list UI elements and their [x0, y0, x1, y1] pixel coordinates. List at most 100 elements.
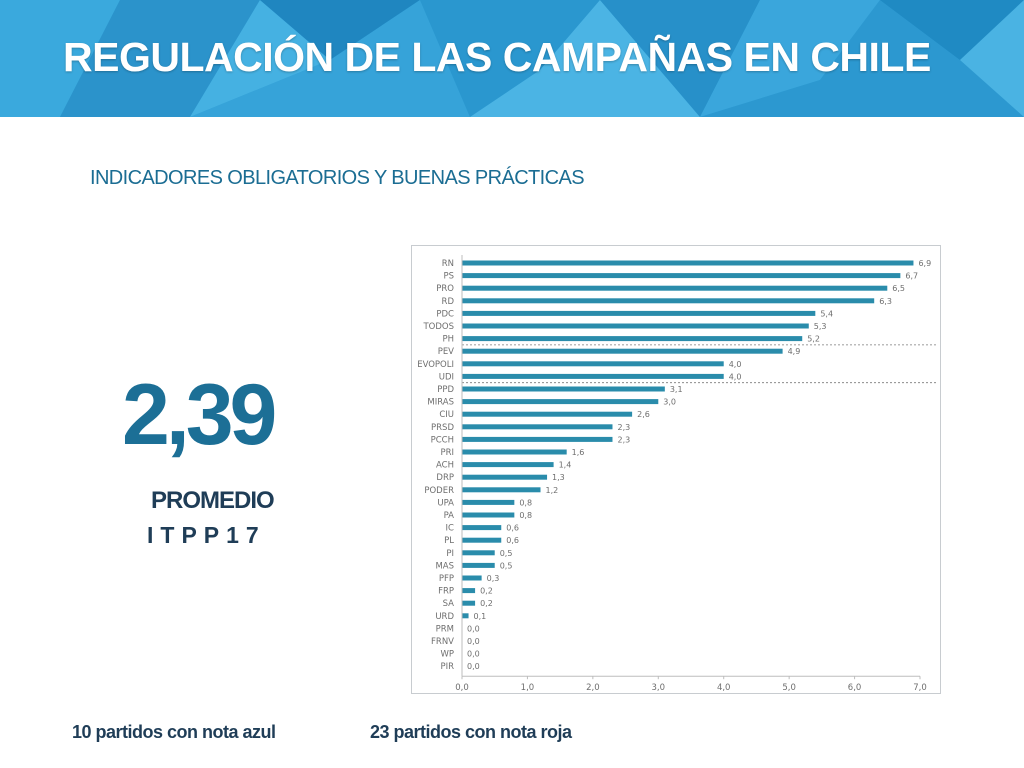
bar-todos	[462, 323, 809, 329]
category-label-pro: PRO	[436, 284, 454, 294]
bar-sa	[462, 600, 476, 606]
bar-ps	[462, 273, 901, 279]
value-label-pdc: 5,4	[820, 309, 833, 318]
value-label-todos: 5,3	[814, 322, 827, 331]
value-label-rd: 6,3	[879, 297, 892, 306]
value-label-ph: 5,2	[807, 335, 820, 344]
footnote-blue-parties: 10 partidos con nota azul	[72, 722, 276, 742]
category-label-drp: DRP	[436, 473, 454, 483]
bar-rn	[462, 260, 914, 266]
footnote-red-parties: 23 partidos con nota roja	[370, 722, 572, 742]
x-tick-label-6: 6,0	[848, 683, 862, 693]
category-label-pa: PA	[444, 511, 455, 521]
value-label-miras: 3,0	[663, 398, 676, 407]
value-label-udi: 4,0	[729, 372, 742, 381]
value-label-prm: 0,0	[467, 624, 480, 633]
value-label-frp: 0,2	[480, 587, 493, 596]
bar-pro	[462, 285, 888, 291]
bar-pfp	[462, 575, 482, 581]
bar-evopoli	[462, 361, 724, 367]
value-label-ppd: 3,1	[670, 385, 683, 394]
category-label-evopoli: EVOPOLI	[417, 360, 454, 370]
index-label: ITPP17	[147, 522, 266, 548]
category-label-pi: PI	[446, 549, 454, 559]
category-label-ppd: PPD	[437, 385, 454, 395]
category-label-pl: PL	[444, 536, 454, 546]
category-label-ic: IC	[446, 524, 455, 534]
category-label-rd: RD	[442, 297, 455, 307]
value-label-ciu: 2,6	[637, 410, 650, 419]
bar-ach	[462, 462, 554, 468]
category-label-ach: ACH	[436, 461, 454, 471]
bar-ppd	[462, 386, 665, 392]
value-label-mas: 0,5	[500, 561, 513, 570]
x-tick-label-5: 5,0	[782, 683, 796, 693]
value-label-urd: 0,1	[474, 612, 487, 621]
category-label-prsd: PRSD	[431, 423, 454, 433]
value-label-pcch: 2,3	[617, 435, 630, 444]
bar-ciu	[462, 411, 633, 417]
bar-pcch	[462, 436, 613, 442]
bar-ph	[462, 336, 803, 342]
category-label-todos: TODOS	[422, 322, 454, 332]
bar-mas	[462, 562, 495, 568]
category-label-upa: UPA	[437, 498, 454, 508]
value-label-sa: 0,2	[480, 599, 493, 608]
bar-pev	[462, 348, 783, 354]
bar-prsd	[462, 424, 613, 430]
bar-upa	[462, 499, 515, 505]
bar-udi	[462, 373, 724, 379]
category-label-prm: PRM	[436, 624, 454, 634]
average-label: PROMEDIO	[151, 487, 275, 514]
bar-ic	[462, 525, 502, 531]
value-label-ach: 1,4	[559, 461, 572, 470]
category-label-pdc: PDC	[436, 309, 454, 319]
value-label-pi: 0,5	[500, 549, 513, 558]
value-label-pfp: 0,3	[487, 574, 500, 583]
category-label-pri: PRI	[440, 448, 454, 458]
value-label-frnv: 0,0	[467, 637, 480, 646]
page-title: REGULACIÓN DE LAS CAMPAÑAS EN CHILE	[63, 34, 931, 80]
section-subtitle: INDICADORES OBLIGATORIOS Y BUENAS PRÁCTI…	[90, 167, 585, 189]
category-label-sa: SA	[443, 599, 455, 609]
value-label-wp: 0,0	[467, 650, 480, 659]
category-label-frp: FRP	[438, 587, 454, 597]
category-label-pcch: PCCH	[431, 435, 454, 445]
value-label-evopoli: 4,0	[729, 360, 742, 369]
category-label-mas: MAS	[435, 561, 454, 571]
value-label-pev: 4,9	[788, 347, 801, 356]
bar-frp	[462, 588, 476, 594]
value-label-pro: 6,5	[892, 284, 905, 293]
header-banner: REGULACIÓN DE LAS CAMPAÑAS EN CHILE	[0, 0, 1024, 117]
category-label-pir: PIR	[440, 662, 454, 672]
x-tick-label-2: 2,0	[586, 683, 600, 693]
category-label-pfp: PFP	[439, 574, 454, 584]
bar-chart-canvas: RN 6,9 PS 6,7 PRO 6,5 RD 6,3 PDC 5,4 TODOS 5,3 PH 5,2…	[417, 255, 938, 693]
value-label-poder: 1,2	[546, 486, 559, 495]
x-tick-label-4: 4,0	[717, 683, 731, 693]
bar-urd	[462, 613, 469, 619]
value-label-pl: 0,6	[506, 536, 519, 545]
x-tick-label-3: 3,0	[652, 683, 666, 693]
bar-pi	[462, 550, 495, 556]
value-label-pir: 0,0	[467, 662, 480, 671]
category-label-miras: MIRAS	[427, 398, 454, 408]
category-label-pev: PEV	[438, 347, 454, 357]
bar-pri	[462, 449, 567, 455]
bar-poder	[462, 487, 541, 493]
x-tick-label-0: 0,0	[455, 683, 469, 693]
category-label-ph: PH	[442, 335, 454, 345]
category-label-poder: PODER	[424, 486, 454, 496]
value-label-pa: 0,8	[519, 511, 532, 520]
value-label-upa: 0,8	[519, 498, 532, 507]
value-label-prsd: 2,3	[617, 423, 630, 432]
bar-pdc	[462, 310, 816, 316]
x-tick-label-7: 7,0	[913, 683, 927, 693]
value-label-rn: 6,9	[918, 259, 931, 268]
bar-pl	[462, 537, 502, 543]
category-label-wp: WP	[440, 650, 454, 660]
bar-drp	[462, 474, 548, 480]
bar-pa	[462, 512, 515, 518]
bar-miras	[462, 399, 659, 405]
value-label-ic: 0,6	[506, 524, 519, 533]
